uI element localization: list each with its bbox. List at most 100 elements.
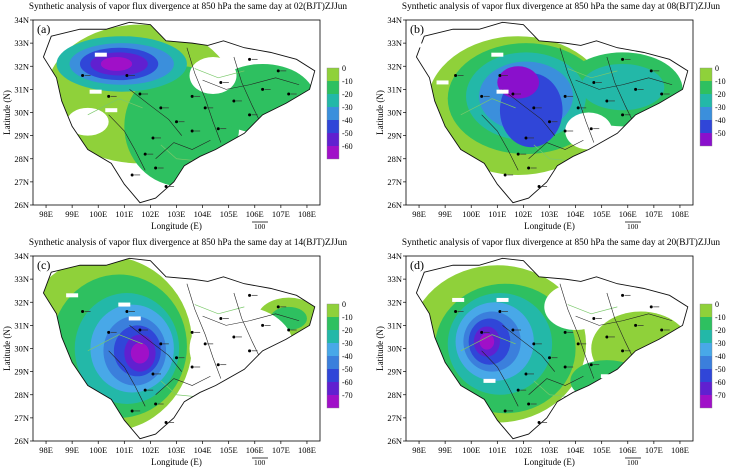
y-tick-label: 27N [387, 177, 402, 187]
x-tick-label: 103E [541, 445, 559, 455]
boundary-line [606, 56, 634, 122]
no-data-area [544, 283, 607, 330]
colorbar-label: -20 [715, 90, 726, 99]
boundary-line [606, 292, 634, 358]
x-tick-label: 103E [541, 209, 559, 219]
boundary-line [186, 47, 222, 143]
isoline [87, 334, 143, 352]
station-marker [81, 74, 85, 77]
colorbar-label: -30 [715, 103, 726, 112]
x-axis-label: Longitude (E) [524, 457, 575, 467]
boundary-line [108, 114, 146, 171]
colorbar-label: 0 [342, 64, 346, 73]
scale-note: 100 [627, 222, 639, 231]
x-tick-label: 107E [645, 445, 663, 455]
x-tick-label: 108E [298, 209, 316, 219]
boundary-line [559, 47, 595, 143]
station-marker [576, 342, 580, 346]
colorbar-label: -30 [715, 339, 726, 348]
station-marker [248, 349, 252, 353]
y-tick-label: 31N [387, 84, 402, 94]
colorbar-swatch [700, 317, 712, 330]
station-marker [537, 421, 541, 424]
station-marker [511, 328, 515, 332]
station-marker [605, 99, 609, 103]
x-tick-label: 105E [220, 209, 238, 219]
station-marker [524, 136, 528, 140]
y-tick-label: 27N [14, 413, 29, 423]
y-tick-label: 26N [387, 200, 402, 210]
colorbar-swatch [327, 68, 339, 81]
colorbar-label: -20 [342, 326, 353, 335]
y-tick-label: 26N [387, 436, 402, 446]
contour-level [479, 333, 495, 350]
y-tick-label: 29N [387, 131, 402, 141]
colorbar-frame [326, 303, 340, 409]
colorbar-swatch [700, 369, 712, 382]
y-axis-label: Latitude (N) [375, 326, 385, 371]
station-marker [605, 335, 609, 339]
x-tick-label: 101E [488, 209, 506, 219]
scale-note: 100 [627, 458, 639, 467]
colorbar-label: -30 [342, 103, 353, 112]
colorbar-label: -40 [342, 352, 353, 361]
colorbar-swatch [700, 356, 712, 369]
colorbar-swatch [327, 317, 339, 330]
station-marker [125, 310, 129, 313]
station-marker [154, 402, 158, 406]
y-tick-label: 28N [387, 154, 402, 164]
y-tick-label: 30N [14, 344, 29, 354]
x-tick-label: 98E [39, 445, 53, 455]
y-tick-label: 32N [14, 297, 29, 307]
station-marker [454, 74, 458, 77]
colorbar-frame [326, 67, 340, 160]
station-marker [621, 57, 625, 61]
station-marker [503, 173, 507, 177]
y-tick-label: 31N [14, 320, 29, 330]
x-tick-label: 106E [619, 209, 637, 219]
station-marker [516, 152, 520, 156]
y-tick-label: 34N [387, 15, 402, 25]
colorbar-label: -70 [715, 391, 726, 400]
station-marker [634, 323, 638, 327]
y-tick-label: 34N [14, 15, 29, 25]
station-marker [511, 92, 515, 96]
region-border [415, 21, 689, 204]
isoline [460, 98, 516, 116]
x-tick-label: 104E [194, 209, 212, 219]
x-tick-label: 106E [246, 209, 264, 219]
chart-title: Synthetic analysis of vapor flux diverge… [401, 2, 721, 12]
station-marker [576, 106, 580, 110]
station-marker [498, 74, 502, 77]
colorbar-frame [699, 303, 713, 409]
boundary-line [575, 313, 673, 326]
label-box [105, 108, 118, 113]
colorbar-swatch [700, 395, 712, 408]
y-tick-label: 34N [387, 251, 402, 261]
colorbar-label: -10 [342, 77, 353, 86]
colorbar-swatch [327, 120, 339, 133]
station-marker [203, 342, 207, 346]
y-axis-label: Latitude (N) [375, 90, 385, 135]
region-border [42, 21, 316, 204]
station-marker [164, 421, 168, 424]
isoline [194, 68, 245, 79]
station-marker [159, 342, 163, 346]
station-marker [232, 335, 236, 339]
station-marker [261, 87, 265, 91]
y-tick-label: 29N [14, 367, 29, 377]
x-tick-label: 105E [593, 445, 611, 455]
no-data-area [189, 306, 294, 391]
contour-fill [43, 258, 315, 439]
station-marker [589, 363, 593, 367]
x-tick-label: 99E [438, 445, 452, 455]
colorbar-label: -10 [342, 313, 353, 322]
chart-title: Synthetic analysis of vapor flux diverge… [28, 238, 348, 248]
station-marker [138, 92, 142, 96]
contour-level [570, 360, 644, 402]
station-marker [190, 330, 194, 334]
x-tick-label: 102E [514, 445, 532, 455]
boundary-line [202, 77, 300, 90]
station-marker [232, 99, 236, 103]
label-box [452, 297, 465, 302]
